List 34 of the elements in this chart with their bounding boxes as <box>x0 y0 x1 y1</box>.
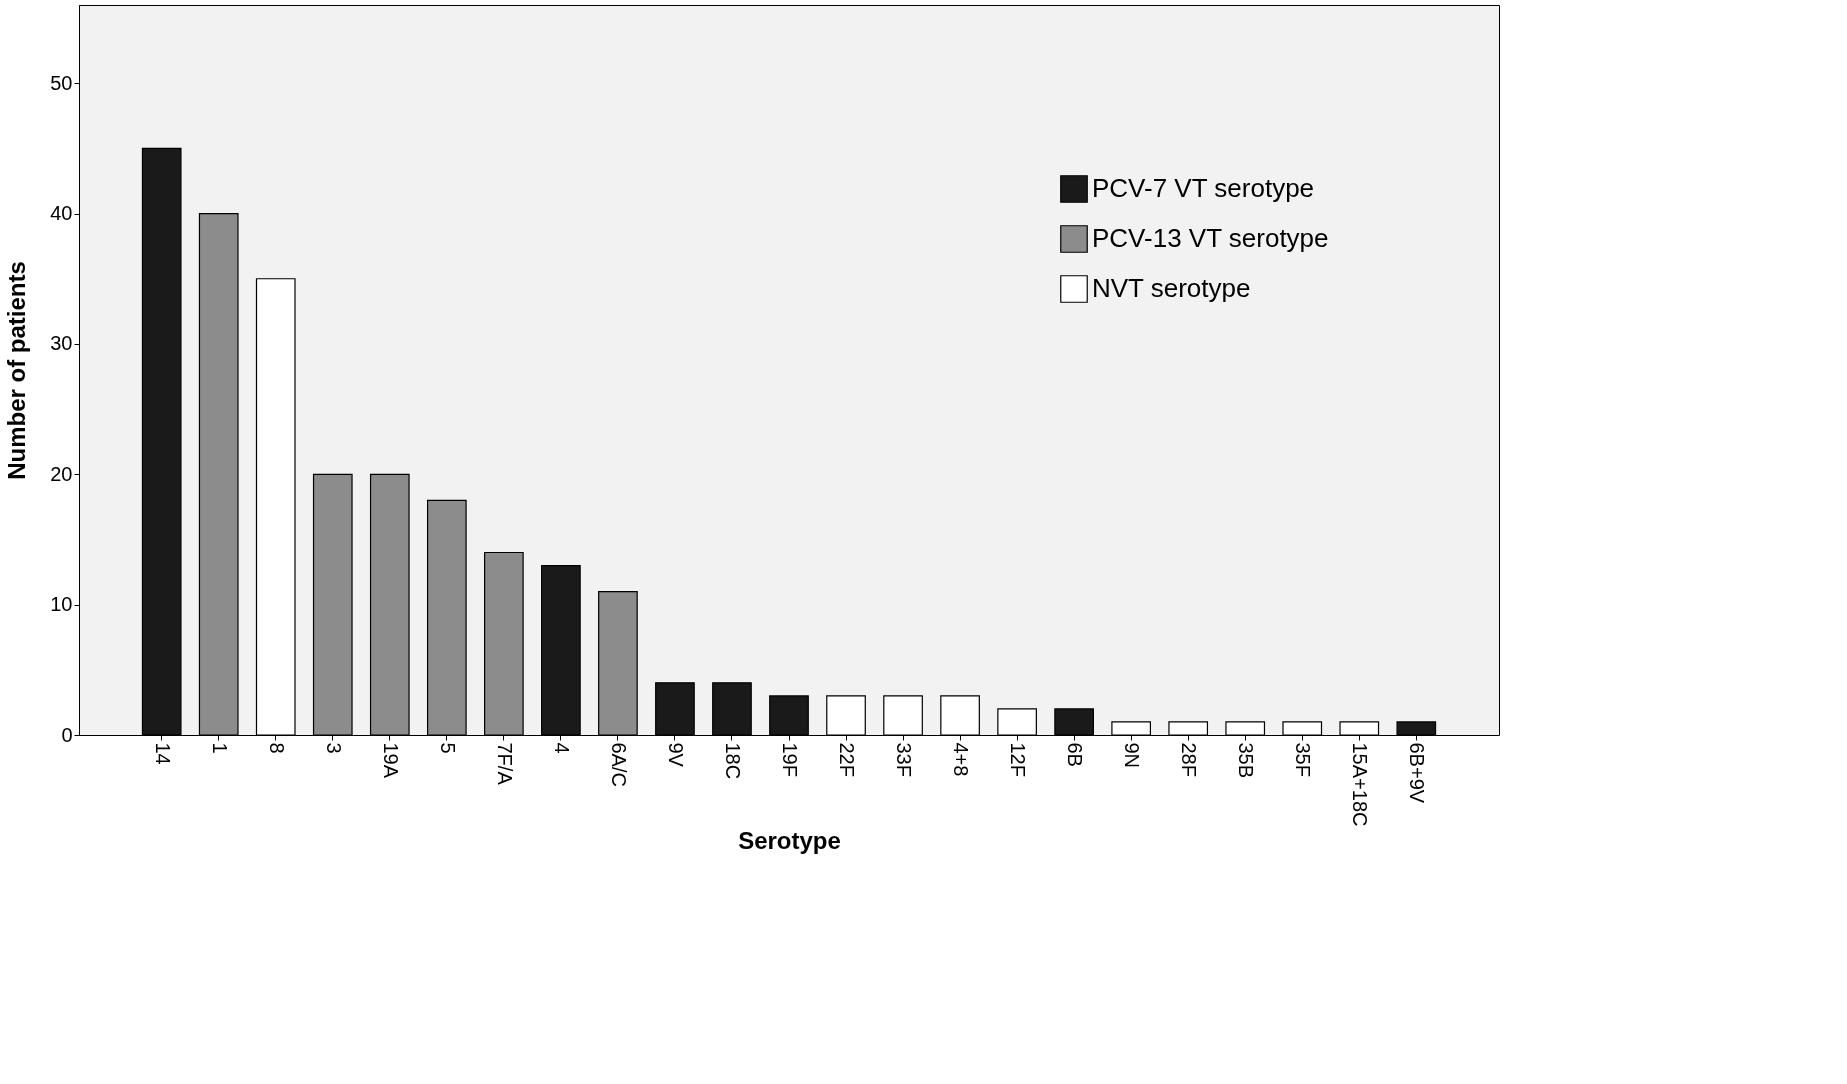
y-tick-label: 30 <box>50 332 73 355</box>
x-tick-label: 4+8 <box>950 742 973 777</box>
x-tick-label: 6B <box>1064 742 1087 767</box>
x-tick-label: 35F <box>1292 742 1315 777</box>
x-tick-label: 6B+9V <box>1406 742 1429 804</box>
y-tick-label: 20 <box>50 462 73 485</box>
legend-label: NVT serotype <box>1092 273 1251 303</box>
x-tick-label: 28F <box>1178 742 1201 777</box>
y-tick-label: 10 <box>50 593 73 616</box>
x-tick-label: 5 <box>436 742 459 754</box>
x-tick-label: 3 <box>322 742 345 754</box>
x-tick-label: 15A+18C <box>1349 742 1372 827</box>
y-tick-label: 0 <box>61 723 73 746</box>
x-tick-label: 19F <box>779 742 801 777</box>
x-tick-label: 14 <box>151 742 174 765</box>
x-tick-label: 12F <box>1007 742 1030 777</box>
x-tick-label: 33F <box>893 742 916 777</box>
x-tick-label: 9N <box>1121 742 1144 769</box>
x-axis-title: Serotype <box>738 827 841 855</box>
legend-label: PCV-7 VT serotype <box>1092 173 1315 203</box>
y-tick-label: 50 <box>50 71 73 94</box>
x-tick-label: 4 <box>550 742 573 754</box>
x-tick-label: 1 <box>208 742 231 754</box>
legend-label: PCV-13 VT serotype <box>1092 223 1329 253</box>
x-tick-label: 22F <box>836 742 859 777</box>
y-tick-label: 40 <box>50 202 73 225</box>
x-tick-label: 6A/C <box>607 742 630 787</box>
y-axis-title: Number of patients <box>3 261 31 480</box>
x-tick-label: 8 <box>265 742 288 754</box>
x-tick-label: 18C <box>721 742 744 780</box>
x-tick-label: 9V <box>664 742 687 768</box>
x-tick-label: 19A <box>379 742 402 779</box>
x-tick-label: 7F/A <box>493 742 516 786</box>
x-tick-label: 35B <box>1235 742 1258 779</box>
